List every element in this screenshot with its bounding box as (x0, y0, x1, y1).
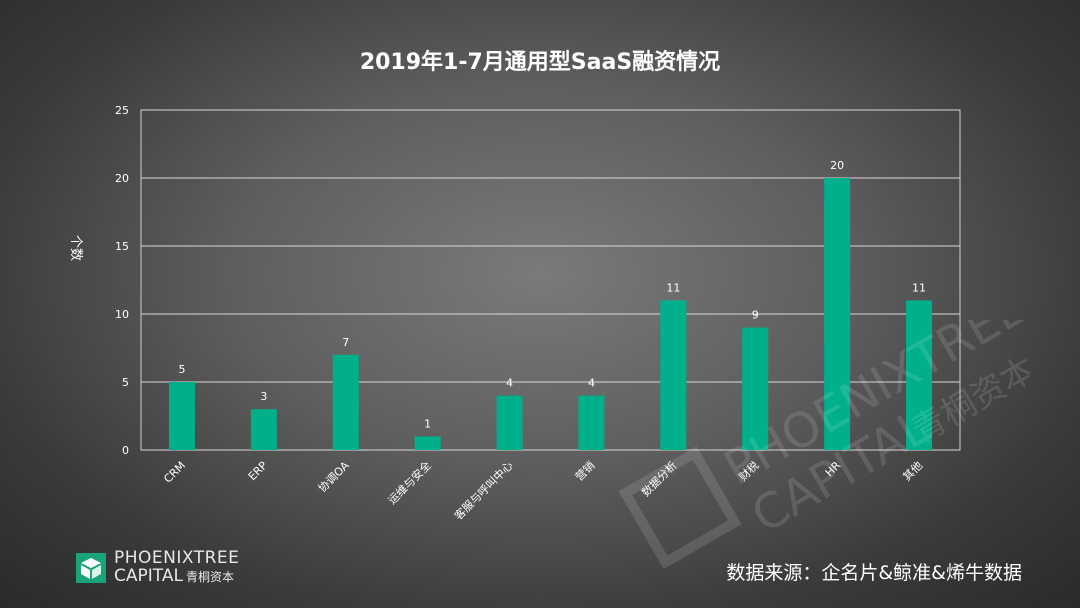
x-tick-label: 协调OA (315, 458, 352, 495)
data-source-note: 数据来源：企名片&鲸准&烯牛数据 (726, 562, 1022, 584)
logo-wordmark-cn: 青桐资本 (185, 570, 234, 584)
data-label: 1 (424, 417, 431, 430)
bar-1 (250, 409, 277, 450)
labels-layer: 0 5 10 15 20 25 5 CRM 3 ERP 7 协调OA 1 运维与安全 4 客服与呼叫中心 4 营销… (115, 104, 926, 523)
data-label: 20 (830, 159, 844, 172)
y-tick-label: 20 (115, 172, 129, 185)
data-label: 4 (588, 377, 595, 390)
logo-wordmark-line2: CAPITAL 青桐资本 (114, 567, 239, 586)
bar-3 (414, 436, 441, 450)
grid-layer (140, 109, 961, 451)
y-axis-label: 个数 (68, 235, 83, 261)
y-tick-label: 15 (115, 240, 129, 253)
y-tick-label: 0 (122, 444, 129, 457)
bar-8 (824, 178, 851, 450)
bar-9 (906, 300, 933, 450)
x-tick-label: 财税 (736, 458, 761, 483)
bar-5 (578, 395, 605, 450)
data-label: 11 (912, 281, 926, 294)
data-label: 5 (178, 363, 185, 376)
phoenixtree-logo: PHOENIXTREE CAPITAL 青桐资本 (76, 549, 239, 586)
bar-2 (332, 354, 359, 450)
data-label: 9 (752, 309, 759, 322)
x-tick-label: 客服与呼叫中心 (451, 458, 515, 522)
x-tick-label: HR (823, 459, 844, 480)
y-tick-label: 5 (122, 376, 129, 389)
x-tick-label: 营销 (572, 458, 597, 483)
x-tick-label: CRM (161, 459, 188, 486)
cube-logo-icon (76, 552, 106, 583)
bar-0 (168, 382, 195, 450)
logo-wordmark-en: CAPITAL (114, 566, 183, 586)
bar-6 (660, 300, 687, 450)
data-label: 4 (506, 377, 513, 390)
bars-layer (168, 178, 933, 450)
bar-4 (496, 395, 523, 450)
data-label: 7 (342, 336, 349, 349)
data-label: 3 (260, 390, 267, 403)
y-tick-label: 25 (115, 104, 129, 117)
bar-7 (742, 327, 769, 450)
y-tick-label: 10 (115, 308, 129, 321)
logo-wordmark-line1: PHOENIXTREE (114, 548, 240, 568)
x-tick-label: 运维与安全 (385, 458, 434, 507)
data-label: 11 (666, 281, 680, 294)
x-tick-label: 其他 (900, 459, 925, 484)
x-tick-label: ERP (246, 459, 270, 483)
chart-title: 2019年1-7月通用型SaaS融资情况 (359, 50, 721, 75)
x-tick-label: 数据分析 (638, 458, 679, 499)
